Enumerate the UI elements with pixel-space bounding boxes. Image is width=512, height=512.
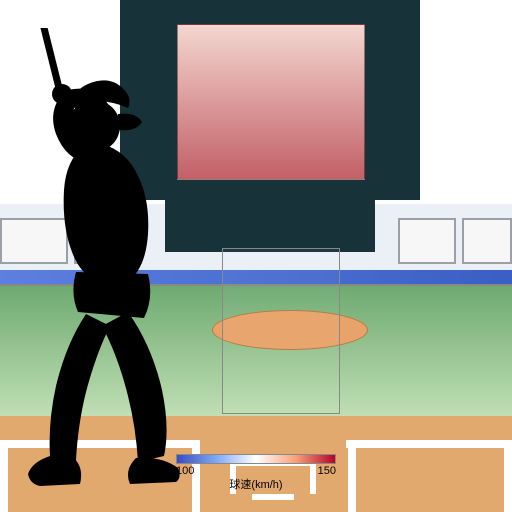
chalk-line (252, 494, 294, 500)
chalk-line (504, 440, 512, 512)
stand-section (462, 218, 512, 264)
strike-zone (222, 248, 340, 414)
chalk-line (348, 440, 356, 512)
stand-section (398, 218, 456, 264)
batter-silhouette (0, 28, 230, 512)
legend-tick-max: 150 (318, 465, 336, 477)
chalk-line (346, 440, 512, 448)
